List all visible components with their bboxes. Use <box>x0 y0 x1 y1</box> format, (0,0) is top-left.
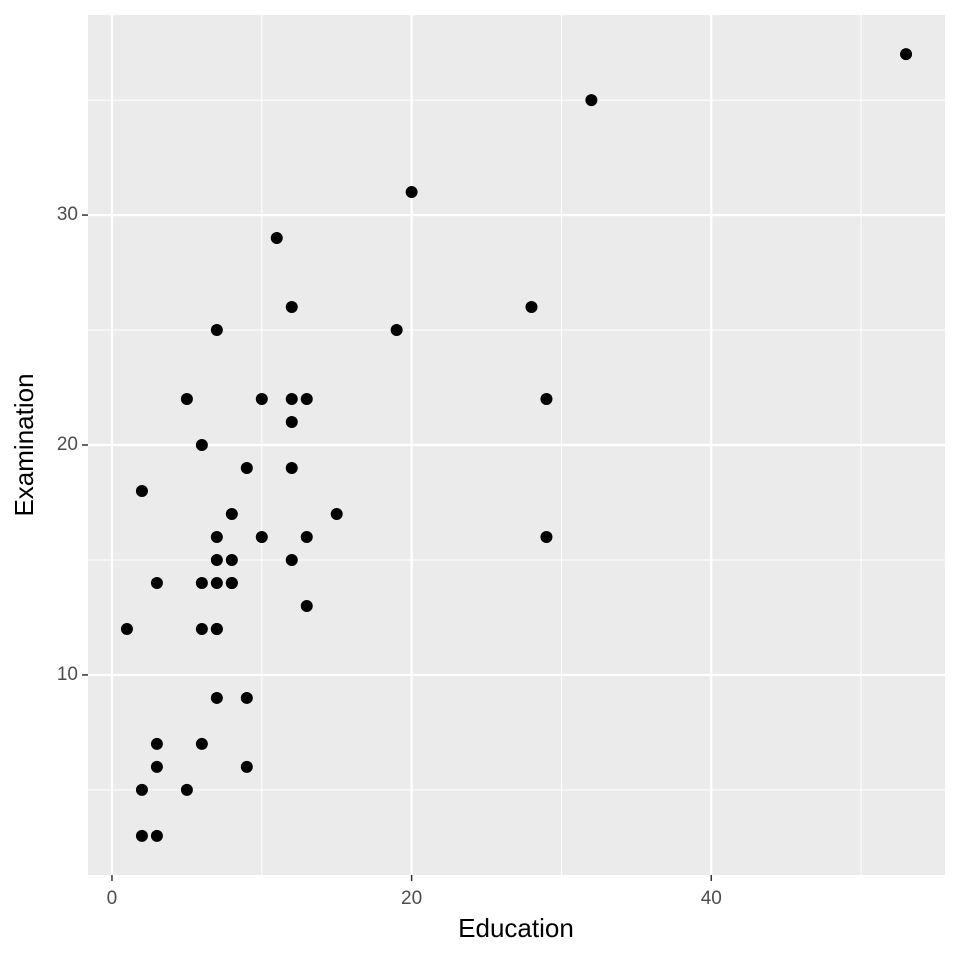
point <box>210 324 223 337</box>
point <box>585 94 598 107</box>
point <box>300 599 313 612</box>
point <box>255 393 268 406</box>
point <box>285 553 298 566</box>
point <box>540 530 553 543</box>
point <box>150 576 163 589</box>
point <box>195 622 208 635</box>
point <box>135 829 148 842</box>
point <box>390 324 403 337</box>
point <box>210 530 223 543</box>
point <box>180 783 193 796</box>
point <box>210 553 223 566</box>
y-tick-label: 20 <box>57 434 78 455</box>
point <box>195 576 208 589</box>
point <box>285 301 298 314</box>
point <box>120 622 133 635</box>
point <box>225 553 238 566</box>
point <box>150 760 163 773</box>
point <box>240 691 253 704</box>
point <box>300 530 313 543</box>
point <box>300 393 313 406</box>
point <box>225 576 238 589</box>
point <box>150 829 163 842</box>
point <box>195 439 208 451</box>
x-tick-label: 0 <box>107 888 118 909</box>
point <box>195 737 208 750</box>
point <box>405 186 418 199</box>
point <box>900 48 913 61</box>
y-tick-label: 10 <box>57 664 78 685</box>
point <box>135 484 148 497</box>
point <box>210 622 223 635</box>
point <box>210 691 223 704</box>
point <box>135 783 148 796</box>
point <box>225 507 238 520</box>
point <box>240 461 253 474</box>
x-axis-title: Education <box>458 913 574 943</box>
point <box>180 393 193 406</box>
point <box>270 232 283 245</box>
point <box>255 530 268 543</box>
x-tick-label: 20 <box>401 888 422 909</box>
x-tick-label: 40 <box>701 888 722 909</box>
point <box>240 760 253 773</box>
point <box>285 393 298 406</box>
point <box>525 301 538 314</box>
point <box>150 737 163 750</box>
point <box>330 507 343 520</box>
point <box>285 416 298 429</box>
point <box>540 393 553 406</box>
point <box>210 576 223 589</box>
point <box>285 461 298 474</box>
y-axis-title: Examination <box>9 373 39 516</box>
y-tick-label: 30 <box>57 204 78 225</box>
